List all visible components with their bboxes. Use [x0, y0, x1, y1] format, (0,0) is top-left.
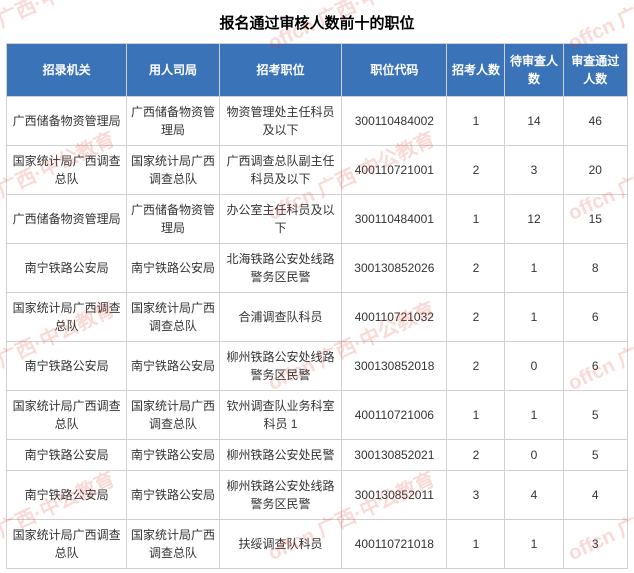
ranking-table: 招录机关用人司局招考职位职位代码招考人数待审查人数审查通过人数 广西储备物资管理…	[6, 43, 628, 569]
table-cell: 国家统计局广西调查总队	[127, 520, 219, 569]
table-cell: 南宁铁路公安局	[7, 244, 127, 293]
table-cell: 物资管理处主任科员及以下	[219, 97, 341, 146]
table-cell: 1	[447, 97, 505, 146]
page-container: 报名通过审核人数前十的职位 招录机关用人司局招考职位职位代码招考人数待审查人数审…	[0, 0, 634, 573]
table-row: 国家统计局广西调查总队国家统计局广西调查总队钦州调查队业务科室科员 140011…	[7, 391, 628, 440]
table-cell: 12	[505, 195, 563, 244]
table-cell: 广西储备物资管理局	[7, 97, 127, 146]
table-cell: 2	[447, 146, 505, 195]
table-cell: 2	[447, 342, 505, 391]
table-cell: 南宁铁路公安局	[7, 440, 127, 471]
table-cell: 300130852018	[342, 342, 447, 391]
table-cell: 1	[505, 244, 563, 293]
col-header-0: 招录机关	[7, 44, 127, 97]
table-head: 招录机关用人司局招考职位职位代码招考人数待审查人数审查通过人数	[7, 44, 628, 97]
table-cell: 2	[447, 244, 505, 293]
table-cell: 广西调查总队副主任科员及以下	[219, 146, 341, 195]
table-cell: 15	[563, 195, 628, 244]
table-cell: 国家统计局广西调查总队	[7, 293, 127, 342]
table-cell: 广西储备物资管理局	[7, 195, 127, 244]
table-cell: 1	[447, 520, 505, 569]
table-cell: 南宁铁路公安局	[7, 471, 127, 520]
table-cell: 400110721006	[342, 391, 447, 440]
table-row: 南宁铁路公安局南宁铁路公安局柳州铁路公安处线路警务区民警300130852018…	[7, 342, 628, 391]
table-cell: 国家统计局广西调查总队	[7, 391, 127, 440]
table-cell: 广西储备物资管理局	[127, 97, 219, 146]
table-cell: 8	[563, 244, 628, 293]
page-title: 报名通过审核人数前十的职位	[6, 4, 628, 43]
table-cell: 0	[505, 440, 563, 471]
table-cell: 400110721018	[342, 520, 447, 569]
table-cell: 合浦调查队科员	[219, 293, 341, 342]
table-cell: 0	[505, 342, 563, 391]
table-cell: 1	[447, 391, 505, 440]
table-row: 南宁铁路公安局南宁铁路公安局北海铁路公安处线路警务区民警300130852026…	[7, 244, 628, 293]
table-cell: 柳州铁路公安处线路警务区民警	[219, 342, 341, 391]
table-cell: 300130852011	[342, 471, 447, 520]
table-cell: 6	[563, 342, 628, 391]
table-cell: 6	[563, 293, 628, 342]
table-cell: 400110721001	[342, 146, 447, 195]
col-header-6: 审查通过人数	[563, 44, 628, 97]
table-cell: 钦州调查队业务科室科员 1	[219, 391, 341, 440]
table-cell: 国家统计局广西调查总队	[7, 520, 127, 569]
table-cell: 广西储备物资管理局	[127, 195, 219, 244]
header-row: 招录机关用人司局招考职位职位代码招考人数待审查人数审查通过人数	[7, 44, 628, 97]
table-cell: 300130852021	[342, 440, 447, 471]
col-header-3: 职位代码	[342, 44, 447, 97]
table-cell: 46	[563, 97, 628, 146]
table-cell: 柳州铁路公安处民警	[219, 440, 341, 471]
table-row: 国家统计局广西调查总队国家统计局广西调查总队广西调查总队副主任科员及以下4001…	[7, 146, 628, 195]
table-cell: 5	[563, 440, 628, 471]
col-header-4: 招考人数	[447, 44, 505, 97]
table-cell: 北海铁路公安处线路警务区民警	[219, 244, 341, 293]
table-cell: 300110484001	[342, 195, 447, 244]
table-cell: 300110484002	[342, 97, 447, 146]
table-cell: 扶绥调查队科员	[219, 520, 341, 569]
table-cell: 4	[505, 471, 563, 520]
table-cell: 南宁铁路公安局	[7, 342, 127, 391]
table-cell: 南宁铁路公安局	[127, 244, 219, 293]
table-cell: 300130852026	[342, 244, 447, 293]
table-cell: 南宁铁路公安局	[127, 342, 219, 391]
table-row: 国家统计局广西调查总队国家统计局广西调查总队合浦调查队科员40011072103…	[7, 293, 628, 342]
table-cell: 400110721032	[342, 293, 447, 342]
table-row: 南宁铁路公安局南宁铁路公安局柳州铁路公安处民警300130852021205	[7, 440, 628, 471]
table-cell: 国家统计局广西调查总队	[127, 391, 219, 440]
table-row: 南宁铁路公安局南宁铁路公安局柳州铁路公安处线路警务区民警300130852011…	[7, 471, 628, 520]
table-row: 国家统计局广西调查总队国家统计局广西调查总队扶绥调查队科员40011072101…	[7, 520, 628, 569]
table-cell: 4	[563, 471, 628, 520]
table-cell: 柳州铁路公安处线路警务区民警	[219, 471, 341, 520]
col-header-2: 招考职位	[219, 44, 341, 97]
table-cell: 14	[505, 97, 563, 146]
table-cell: 1	[505, 520, 563, 569]
table-cell: 3	[447, 471, 505, 520]
table-cell: 1	[505, 391, 563, 440]
table-body: 广西储备物资管理局广西储备物资管理局物资管理处主任科员及以下3001104840…	[7, 97, 628, 569]
col-header-5: 待审查人数	[505, 44, 563, 97]
table-cell: 2	[447, 440, 505, 471]
table-row: 广西储备物资管理局广西储备物资管理局办公室主任科员及以下300110484001…	[7, 195, 628, 244]
table-cell: 国家统计局广西调查总队	[127, 146, 219, 195]
table-cell: 1	[447, 195, 505, 244]
table-cell: 20	[563, 146, 628, 195]
table-cell: 3	[563, 520, 628, 569]
table-cell: 2	[447, 293, 505, 342]
table-row: 广西储备物资管理局广西储备物资管理局物资管理处主任科员及以下3001104840…	[7, 97, 628, 146]
table-cell: 3	[505, 146, 563, 195]
table-cell: 南宁铁路公安局	[127, 440, 219, 471]
table-cell: 5	[563, 391, 628, 440]
table-cell: 办公室主任科员及以下	[219, 195, 341, 244]
table-cell: 国家统计局广西调查总队	[127, 293, 219, 342]
table-cell: 1	[505, 293, 563, 342]
table-cell: 国家统计局广西调查总队	[7, 146, 127, 195]
table-cell: 南宁铁路公安局	[127, 471, 219, 520]
col-header-1: 用人司局	[127, 44, 219, 97]
